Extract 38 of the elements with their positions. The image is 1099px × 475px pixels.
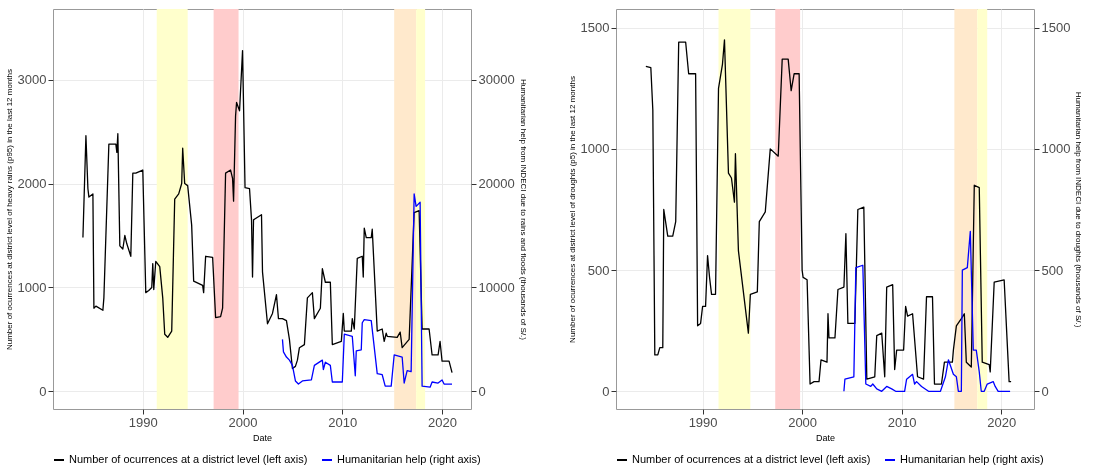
y2-tick-label: 20000 bbox=[478, 176, 515, 192]
legend-label: Number of ocurrences at a district level (left axis) bbox=[69, 453, 308, 465]
y-tick-label: 0 bbox=[602, 383, 610, 399]
legend-label: Humanitarian help (right axis) bbox=[900, 453, 1044, 465]
x-tick-label: 2010 bbox=[328, 414, 358, 430]
y2-tick-label: 0 bbox=[478, 383, 486, 399]
y2-tick-label: 1000 bbox=[1041, 141, 1071, 157]
x-tick-label: 2020 bbox=[987, 414, 1017, 430]
x-tick-label: 2000 bbox=[228, 414, 258, 430]
y2-axis-title: Humanitarian help from INDECI due to droughts (thousands of S/.) bbox=[1074, 91, 1084, 328]
x-axis-title: Date bbox=[815, 432, 836, 443]
legend-label: Number of ocurrences at a district level (left axis) bbox=[632, 453, 871, 465]
y2-tick-label: 1500 bbox=[1041, 20, 1071, 36]
line-series bbox=[843, 230, 1011, 392]
x-tick-label: 1990 bbox=[688, 414, 718, 430]
line-series bbox=[82, 49, 453, 374]
y-tick-label: 3000 bbox=[17, 72, 47, 88]
x-tick-label: 2020 bbox=[428, 414, 458, 430]
line-series bbox=[645, 39, 1012, 385]
x-tick-label: 2000 bbox=[788, 414, 818, 430]
y2-tick-label: 500 bbox=[1041, 262, 1064, 278]
line-series bbox=[281, 193, 453, 388]
y2-tick-label: 10000 bbox=[478, 279, 515, 295]
y-tick-label: 1000 bbox=[17, 279, 47, 295]
y-tick-label: 2000 bbox=[17, 176, 47, 192]
x-tick-label: 1990 bbox=[128, 414, 158, 430]
y-tick-label: 1000 bbox=[580, 141, 610, 157]
y-axis-title: Number of ocurrences at district level of droughts (p5) in the last 12 months bbox=[567, 76, 577, 343]
y2-axis-title: Humanitarian help from INDECI due to rains and floods (thousands of S/.) bbox=[518, 78, 528, 341]
y2-tick-label: 0 bbox=[1041, 383, 1049, 399]
legend-label: Humanitarian help (right axis) bbox=[337, 453, 481, 465]
y-tick-label: 1500 bbox=[580, 20, 610, 36]
x-tick-label: 2010 bbox=[887, 414, 917, 430]
y-tick-label: 0 bbox=[39, 383, 47, 399]
x-axis-title: Date bbox=[252, 432, 273, 443]
y-tick-label: 500 bbox=[587, 262, 610, 278]
y2-tick-label: 30000 bbox=[478, 72, 515, 88]
y-axis-title: Number of ocurrences at district level of heavy rains (p95) in the last 12 months bbox=[4, 68, 14, 351]
